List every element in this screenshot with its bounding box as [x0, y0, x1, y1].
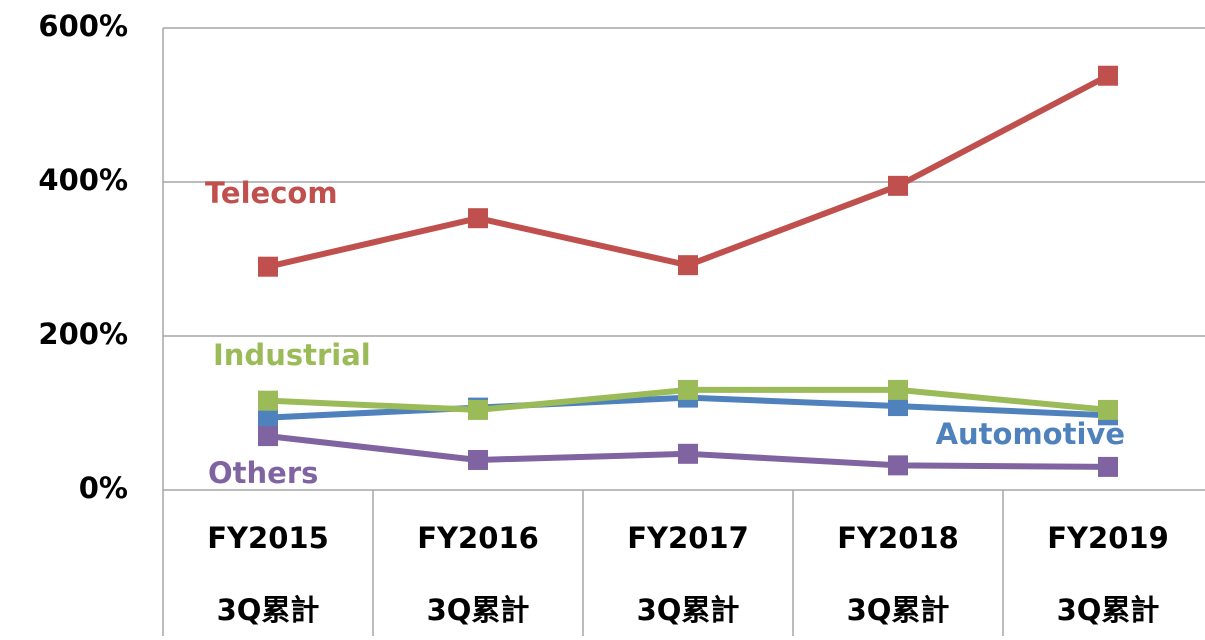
x-tick-label: FY2016 [417, 521, 539, 555]
x-tick-sublabel: 3Q累計 [217, 593, 320, 627]
y-tick-label: 400% [38, 163, 128, 197]
y-tick-label: 0% [79, 471, 128, 505]
x-tick-label: FY2019 [1047, 521, 1169, 555]
x-tick-label: FY2018 [837, 521, 959, 555]
point-marker [1098, 456, 1118, 477]
series-label: Industrial [213, 338, 371, 372]
point-marker [468, 208, 488, 229]
x-tick-label: FY2015 [207, 521, 329, 555]
series-label: Automotive [936, 417, 1125, 451]
point-marker [888, 396, 908, 417]
point-marker [258, 256, 278, 277]
y-tick-label: 200% [38, 317, 128, 351]
point-marker [678, 379, 698, 400]
point-marker [258, 426, 278, 447]
x-tick-label: FY2017 [627, 521, 749, 555]
x-tick-sublabel: 3Q累計 [1057, 593, 1160, 627]
y-tick-label: 600% [38, 9, 128, 43]
series-label: Telecom [205, 176, 338, 210]
x-tick-sublabel: 3Q累計 [847, 593, 950, 627]
x-tick-sublabel: 3Q累計 [427, 593, 530, 627]
point-marker [1098, 399, 1118, 420]
series-label: Others [208, 456, 318, 490]
point-marker [888, 455, 908, 476]
point-marker [258, 390, 278, 411]
point-marker [678, 443, 698, 464]
point-marker [888, 379, 908, 400]
series-line [267, 73, 1110, 270]
point-marker [888, 175, 908, 196]
point-marker [258, 407, 278, 428]
x-tick-sublabel: 3Q累計 [637, 593, 740, 627]
point-marker [468, 399, 488, 420]
point-marker [468, 449, 488, 470]
point-marker [1098, 65, 1118, 86]
point-marker [678, 255, 698, 276]
